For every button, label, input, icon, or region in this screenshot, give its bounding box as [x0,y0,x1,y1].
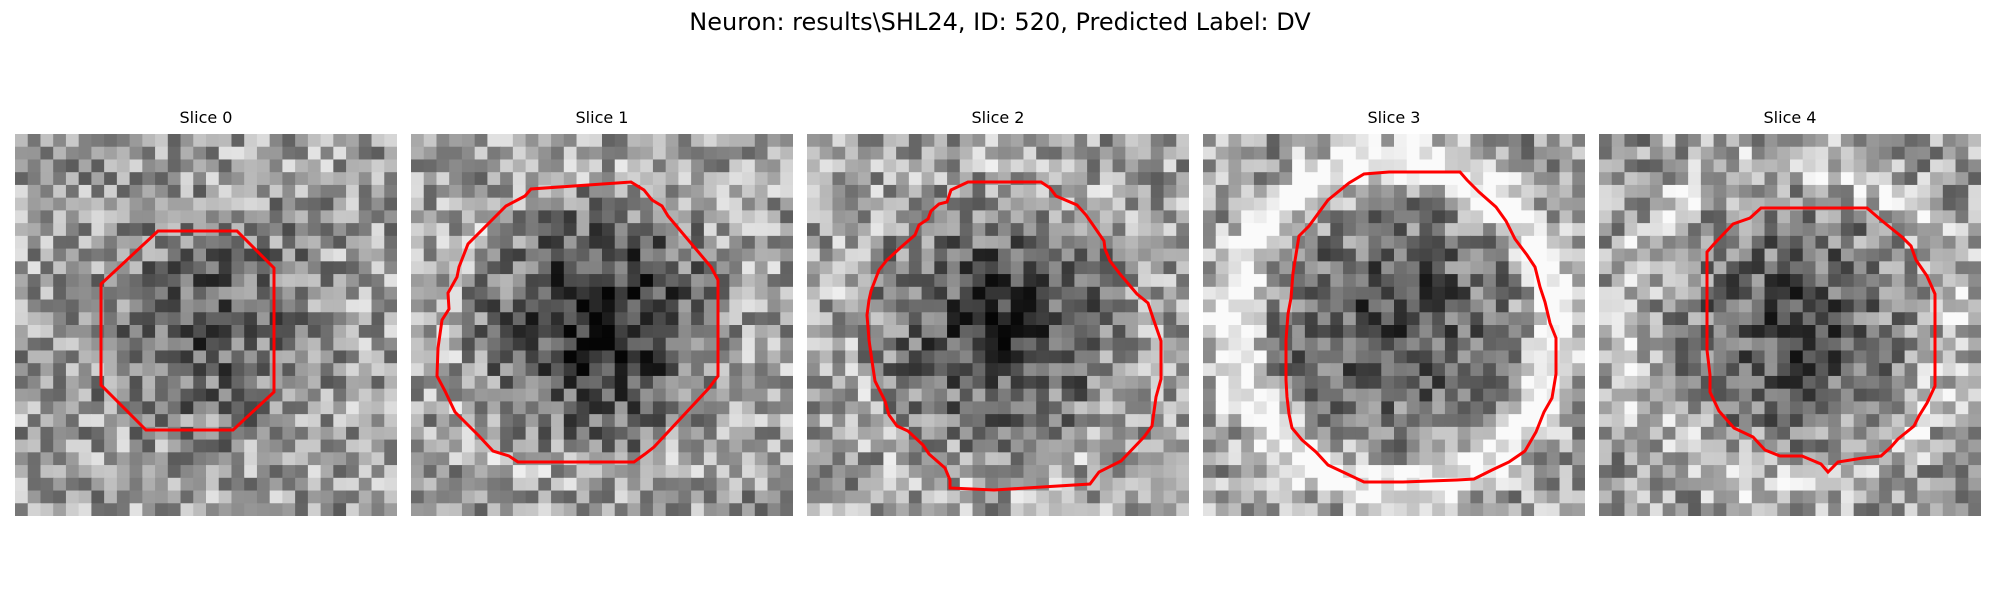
grayscale-pixels-3 [1203,134,1585,516]
figure-title: Neuron: results\SHL24, ID: 520, Predicte… [689,8,1311,36]
slice-panel-2: Slice 2 [807,108,1189,522]
roi-contour-1 [435,180,720,464]
roi-contour-3 [1284,170,1558,484]
slice-title-2: Slice 2 [971,108,1025,127]
slice-panel-0: Slice 0 [15,108,397,522]
slice-image-0 [15,134,397,516]
roi-contour-0 [99,229,276,432]
grayscale-pixels-4 [1599,134,1981,516]
roi-contour-2 [865,180,1163,492]
grayscale-pixels-2 [807,134,1189,516]
grayscale-pixels-0 [15,134,397,516]
grayscale-pixels-1 [411,134,793,516]
slice-title-3: Slice 3 [1367,108,1421,127]
slice-title-4: Slice 4 [1763,108,1817,127]
slice-panel-3: Slice 3 [1203,108,1585,522]
roi-contour-4 [1705,206,1937,475]
slice-image-1 [411,134,793,516]
slice-image-4 [1599,134,1981,516]
slice-panel-4: Slice 4 [1599,108,1981,522]
slice-title-1: Slice 1 [575,108,629,127]
slice-panel-1: Slice 1 [411,108,793,522]
slice-image-3 [1203,134,1585,516]
slice-title-0: Slice 0 [179,108,233,127]
slice-image-2 [807,134,1189,516]
